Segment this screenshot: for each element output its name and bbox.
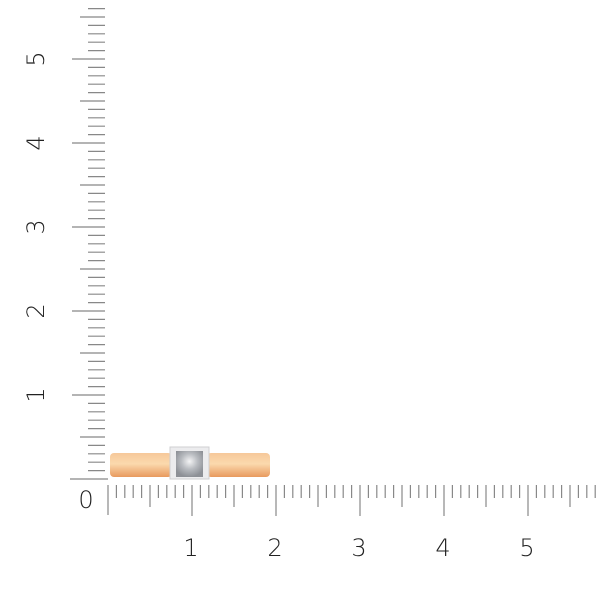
ruler-ticks <box>70 7 596 516</box>
x-label-1: 1 <box>183 534 198 562</box>
y-label-4: 4 <box>22 135 50 150</box>
x-label-5: 5 <box>519 534 534 562</box>
x-label-2: 2 <box>267 534 282 562</box>
ring-band-left <box>110 453 172 477</box>
y-label-2: 2 <box>22 303 50 318</box>
x-label-0: 0 <box>78 486 93 514</box>
y-label-5: 5 <box>22 51 50 66</box>
x-label-3: 3 <box>351 534 366 562</box>
ring-band-right <box>207 453 270 477</box>
ring-stone <box>176 451 203 477</box>
x-label-4: 4 <box>435 534 450 562</box>
ring-image <box>110 446 270 480</box>
y-label-1: 1 <box>22 387 50 402</box>
y-label-3: 3 <box>22 219 50 234</box>
